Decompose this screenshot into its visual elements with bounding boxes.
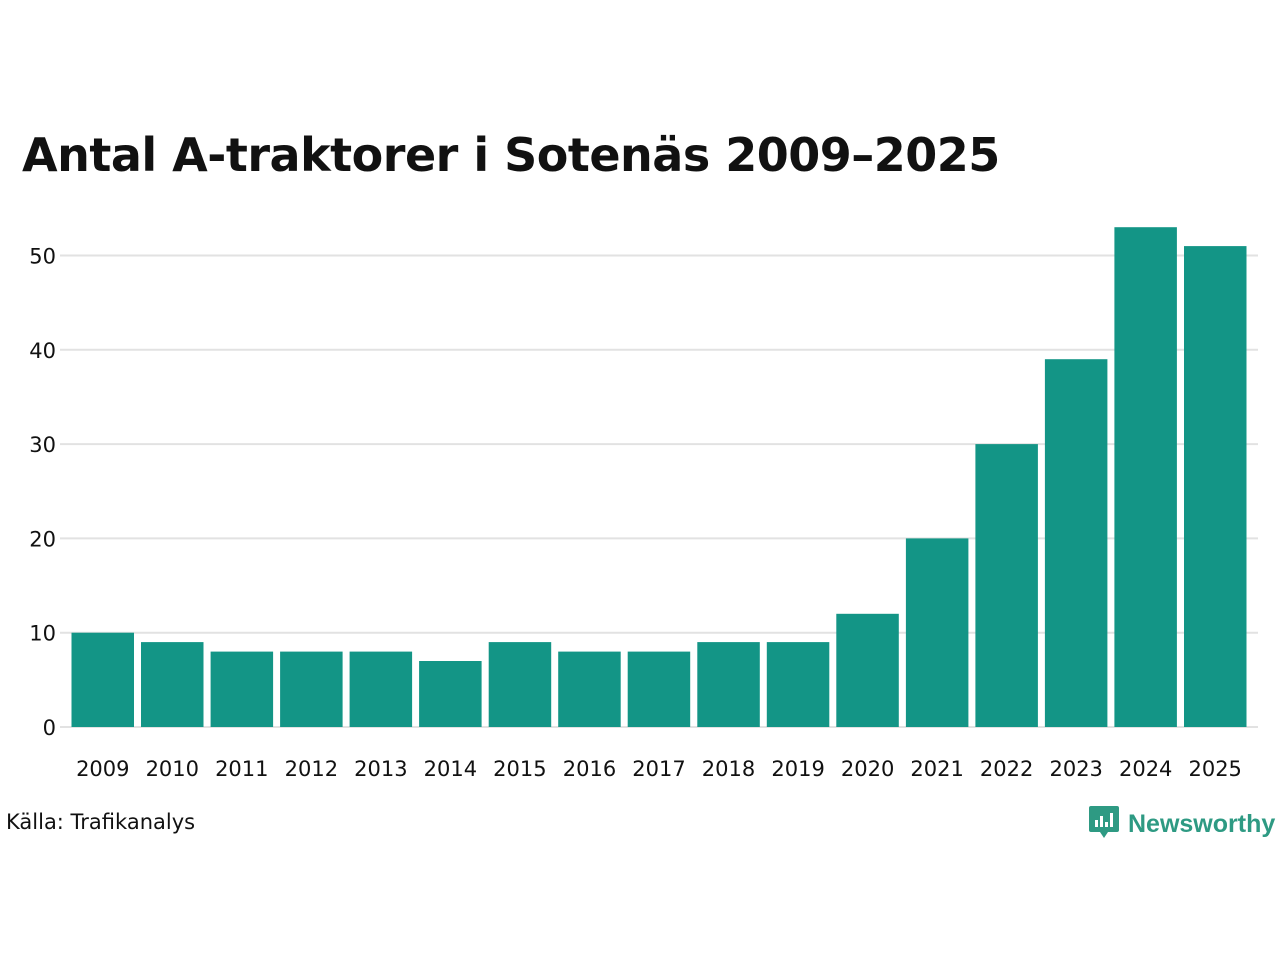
bar-2018 bbox=[697, 642, 760, 727]
y-tick-label: 0 bbox=[43, 716, 56, 740]
bar-2016 bbox=[558, 651, 621, 727]
y-tick-label: 40 bbox=[29, 339, 56, 363]
x-tick-label: 2020 bbox=[841, 757, 894, 781]
x-tick-label: 2018 bbox=[702, 757, 755, 781]
x-tick-label: 2012 bbox=[285, 757, 338, 781]
bar-2019 bbox=[766, 642, 830, 727]
x-tick-label: 2015 bbox=[493, 757, 546, 781]
bar-2010 bbox=[141, 642, 204, 727]
x-tick-label: 2022 bbox=[980, 757, 1033, 781]
x-tick-label: 2021 bbox=[910, 757, 963, 781]
brand-name: Newsworthy bbox=[1128, 809, 1276, 838]
bar-2011 bbox=[210, 651, 274, 727]
bar-2023 bbox=[1044, 359, 1108, 727]
x-tick-label: 2009 bbox=[76, 757, 129, 781]
bar-2015 bbox=[488, 642, 552, 727]
y-tick-label: 30 bbox=[29, 433, 56, 457]
bar-2021 bbox=[905, 538, 969, 727]
newsworthy-logo-icon bbox=[1088, 804, 1120, 844]
x-axis-ticks: 2009 2010 2011 2012 2013 2014 2015 2016 2017 2018… bbox=[76, 757, 1242, 781]
x-tick-label: 2014 bbox=[424, 757, 477, 781]
y-axis-ticks: 0 10 20 30 40 50 bbox=[29, 245, 56, 741]
chart-title: Antal A-traktorer i Sotenäs 2009–2025 bbox=[22, 128, 1000, 182]
x-tick-label: 2010 bbox=[146, 757, 199, 781]
bars bbox=[71, 227, 1247, 727]
bar-2014 bbox=[419, 661, 482, 727]
x-tick-label: 2017 bbox=[632, 757, 685, 781]
brand-logo[interactable]: Newsworthy bbox=[1088, 804, 1275, 844]
x-tick-label: 2013 bbox=[354, 757, 407, 781]
bar-2017 bbox=[627, 651, 691, 727]
y-tick-label: 10 bbox=[29, 622, 56, 646]
bar-2013 bbox=[349, 651, 413, 727]
y-tick-label: 50 bbox=[29, 245, 56, 269]
x-tick-label: 2019 bbox=[771, 757, 824, 781]
bar-2025 bbox=[1184, 246, 1247, 727]
x-tick-label: 2023 bbox=[1049, 757, 1102, 781]
bar-2012 bbox=[280, 651, 343, 727]
bar-2022 bbox=[975, 444, 1038, 727]
source-note: Källa: Trafikanalys bbox=[6, 810, 196, 834]
x-tick-label: 2016 bbox=[563, 757, 616, 781]
x-tick-label: 2025 bbox=[1188, 757, 1241, 781]
bar-2009 bbox=[71, 632, 134, 727]
x-tick-label: 2024 bbox=[1119, 757, 1172, 781]
y-tick-label: 20 bbox=[29, 527, 56, 551]
bar-2024 bbox=[1114, 227, 1177, 727]
x-tick-label: 2011 bbox=[215, 757, 268, 781]
bar-2020 bbox=[836, 613, 899, 727]
